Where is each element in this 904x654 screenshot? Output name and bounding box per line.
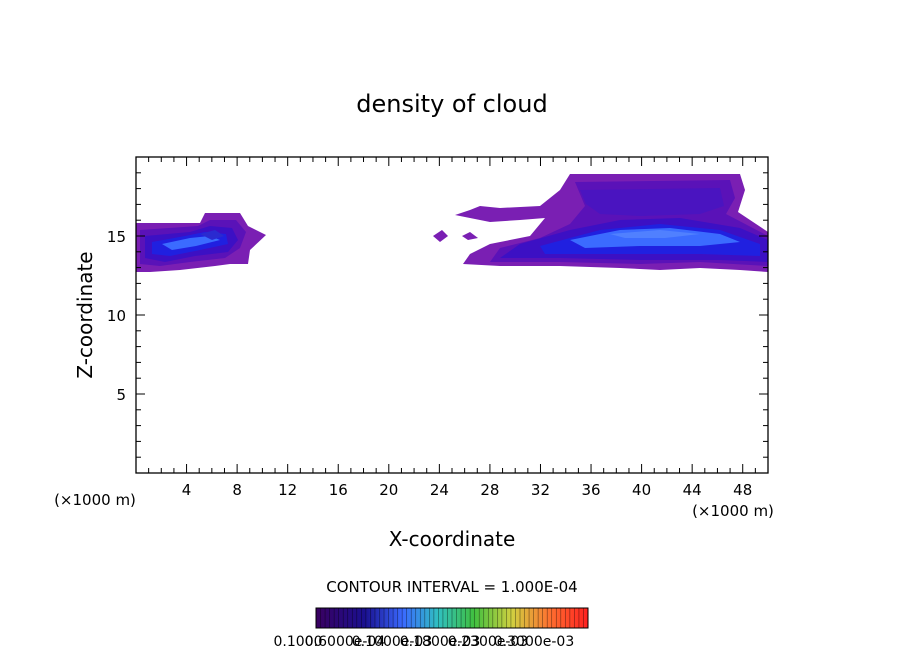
x-tick-label: 32 bbox=[531, 481, 550, 499]
x-tick-label: 36 bbox=[581, 481, 600, 499]
right-cloud-region bbox=[433, 174, 768, 272]
colorbar-label: 0.1800e-03 bbox=[400, 634, 480, 650]
colorbar-label: 0.2300e-03 bbox=[448, 634, 528, 650]
x-tick-label: 48 bbox=[733, 481, 752, 499]
x-tick-label: 20 bbox=[379, 481, 398, 499]
x-tick-label: 28 bbox=[480, 481, 499, 499]
x-tick-label: 8 bbox=[232, 481, 242, 499]
colorbar-label: 0.3000e-03 bbox=[494, 634, 574, 650]
colorbar-stripes bbox=[320, 608, 584, 628]
y-tick-label: 10 bbox=[107, 307, 126, 325]
colorbar-label: 0.1000 bbox=[274, 634, 323, 650]
y-tick-label: 5 bbox=[116, 386, 126, 404]
x-tick-label: 12 bbox=[278, 481, 297, 499]
x-unit-right: (×1000 m) bbox=[692, 502, 774, 520]
y-tick-label: 15 bbox=[107, 228, 126, 246]
x-axis-label: X-coordinate bbox=[389, 527, 516, 551]
left-cloud-region bbox=[136, 213, 266, 272]
cloud-field bbox=[136, 174, 768, 272]
contour-interval-label: CONTOUR INTERVAL = 1.000E-04 bbox=[326, 578, 577, 596]
colorbar-label: 0.6000e-04 bbox=[305, 634, 386, 650]
colorbar-label: 0.1000e-03 bbox=[352, 634, 432, 650]
x-unit-left: (×1000 m) bbox=[54, 491, 136, 509]
chart-title: density of cloud bbox=[356, 90, 547, 118]
x-tick-label: 40 bbox=[632, 481, 651, 499]
x-tick-label: 24 bbox=[430, 481, 449, 499]
x-tick-label: 4 bbox=[182, 481, 192, 499]
x-tick-label: 44 bbox=[683, 481, 702, 499]
colorbar-labels: 0.10000.6000e-040.1000e-030.1800e-030.23… bbox=[274, 634, 575, 650]
y-axis-label: Z-coordinate bbox=[73, 251, 97, 378]
x-tick-label: 16 bbox=[329, 481, 348, 499]
